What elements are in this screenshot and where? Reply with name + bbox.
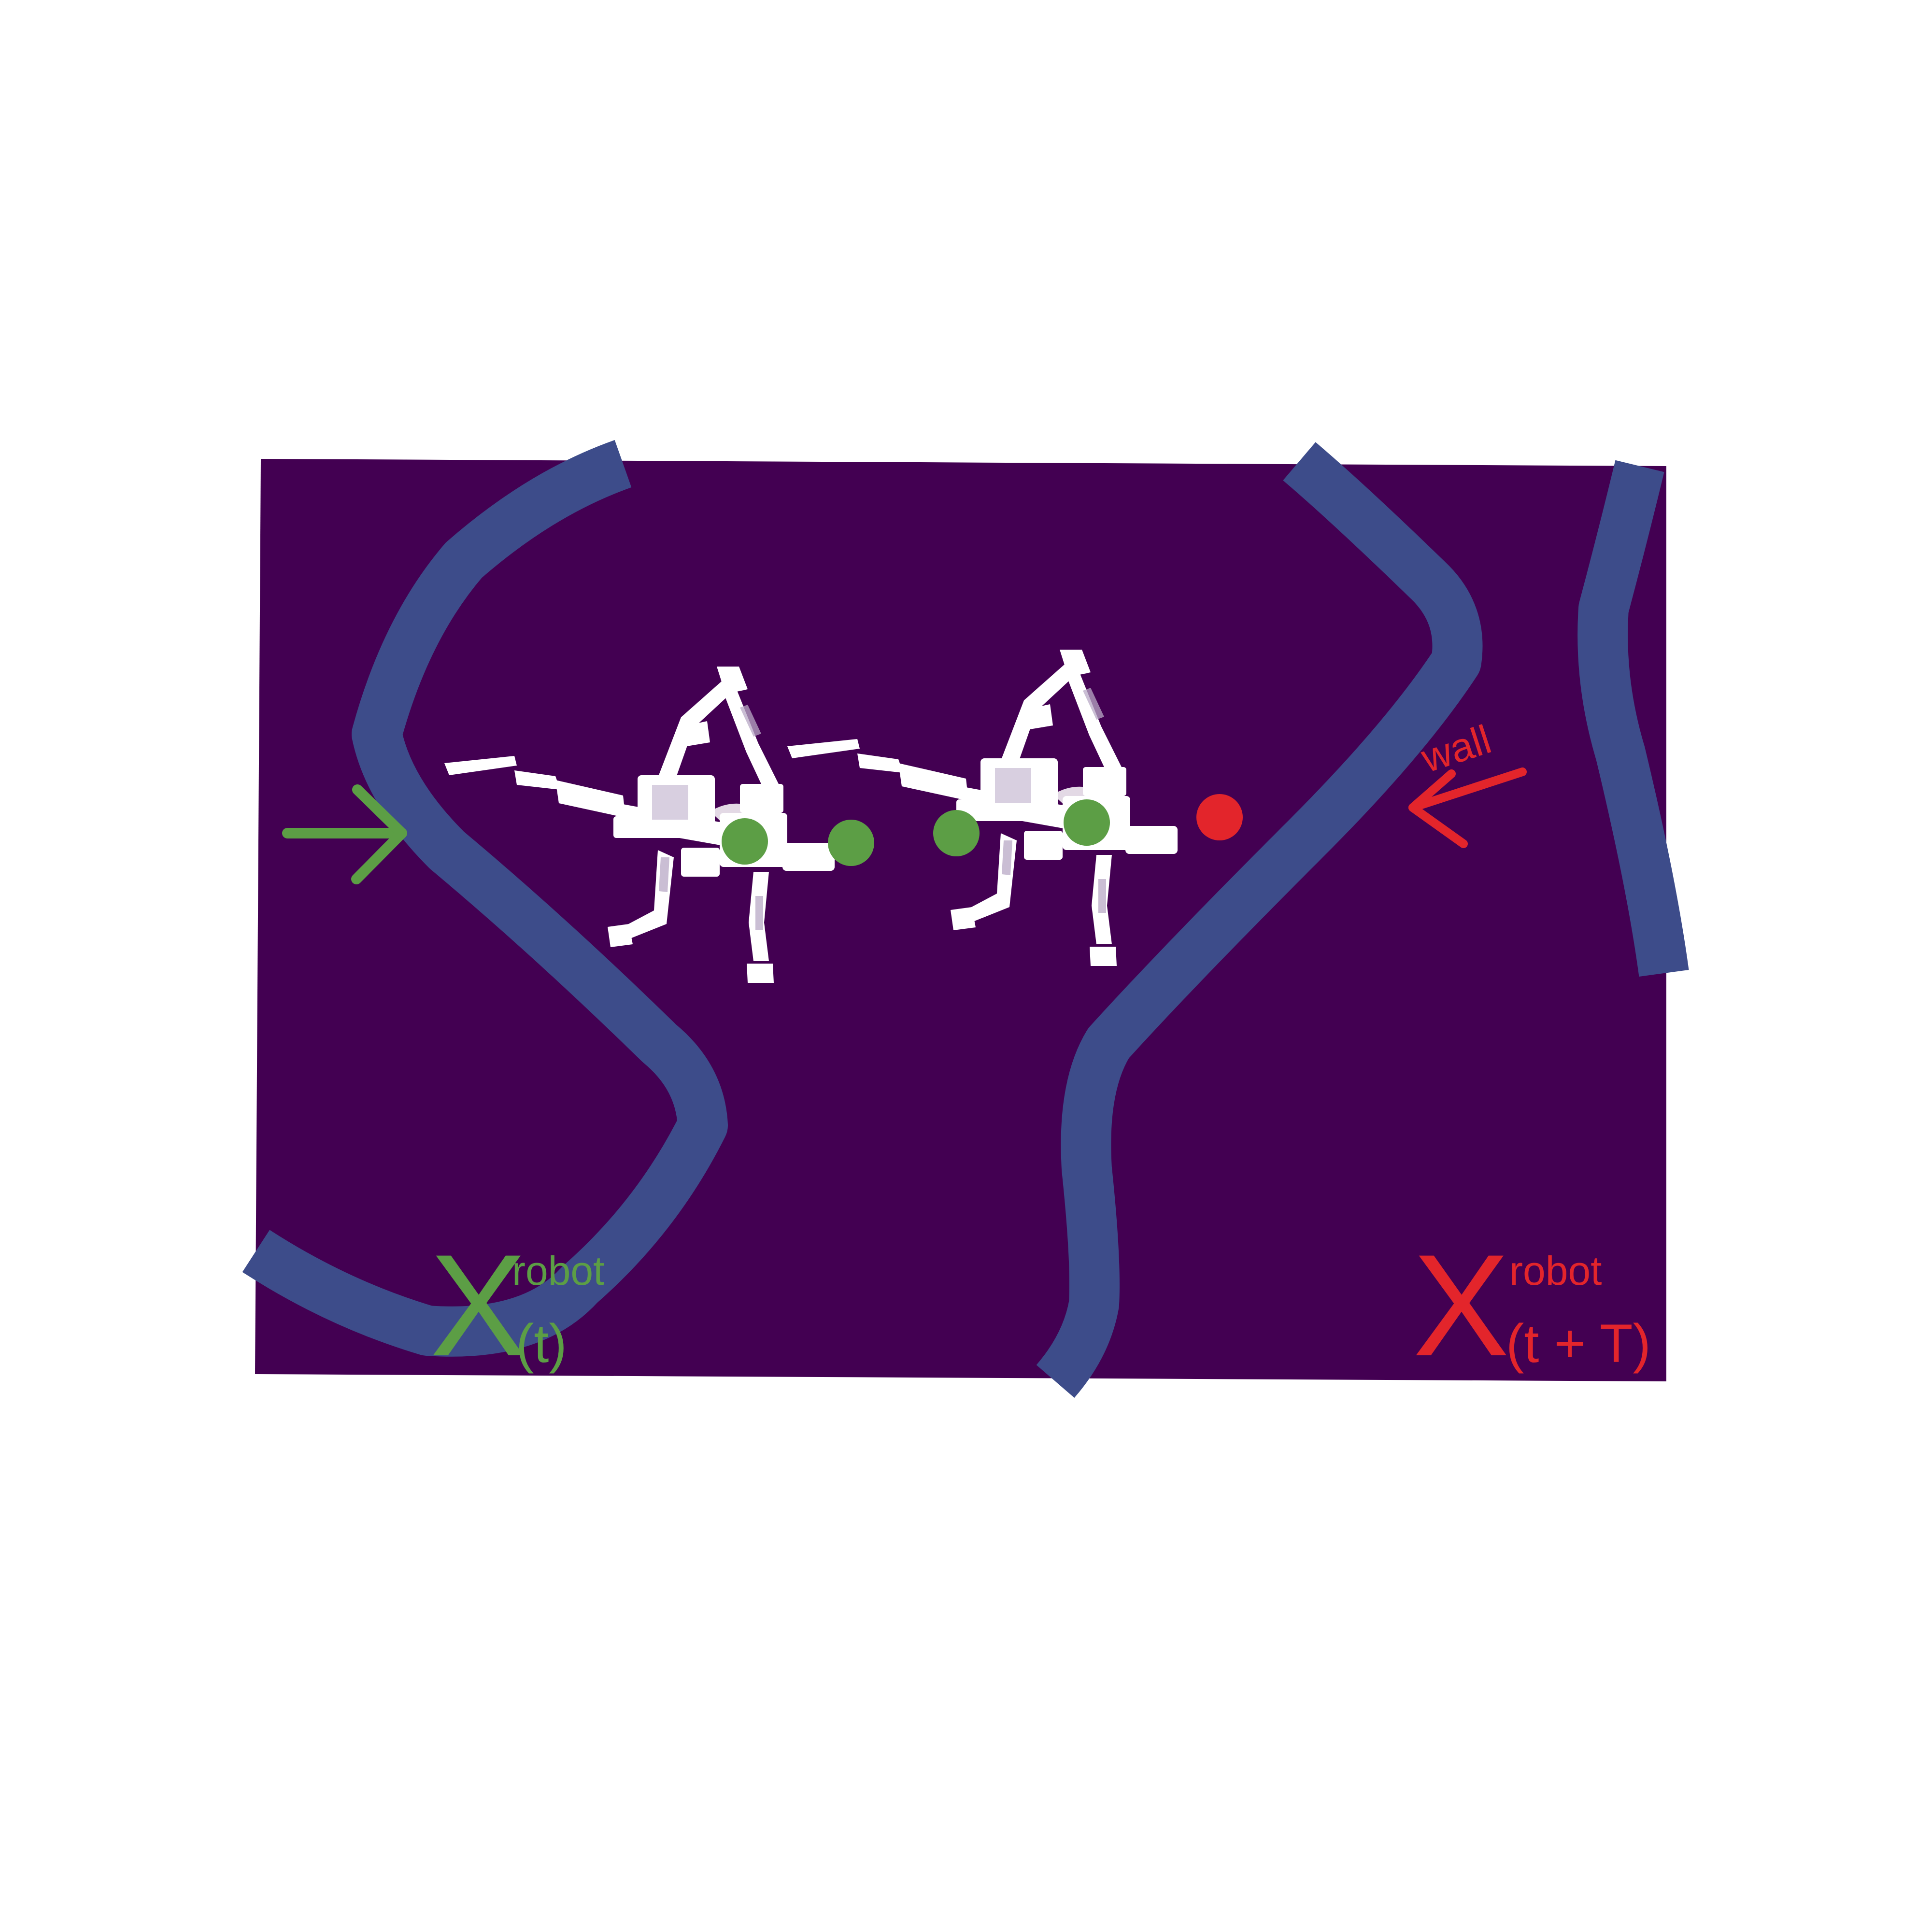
right-wall-band xyxy=(1577,460,1689,977)
current-point xyxy=(722,818,768,865)
arrow-right-icon xyxy=(282,784,407,884)
future-state-superscript: robot xyxy=(1509,1248,1602,1293)
future-point xyxy=(1196,794,1243,840)
current-state-symbol: X xyxy=(430,1224,526,1386)
current-state-subscript: (t) xyxy=(516,1313,567,1374)
current-state-superscript: robot xyxy=(512,1248,604,1293)
future-state-subscript: (t + T) xyxy=(1506,1313,1651,1374)
arrow-left-icon xyxy=(1408,767,1527,848)
current-point xyxy=(828,820,874,866)
current-point xyxy=(933,810,980,856)
left-wall-band xyxy=(242,440,728,1357)
middle-wall-band xyxy=(1036,442,1483,1398)
future-state-symbol: X xyxy=(1413,1224,1509,1386)
current-point xyxy=(1064,799,1110,846)
